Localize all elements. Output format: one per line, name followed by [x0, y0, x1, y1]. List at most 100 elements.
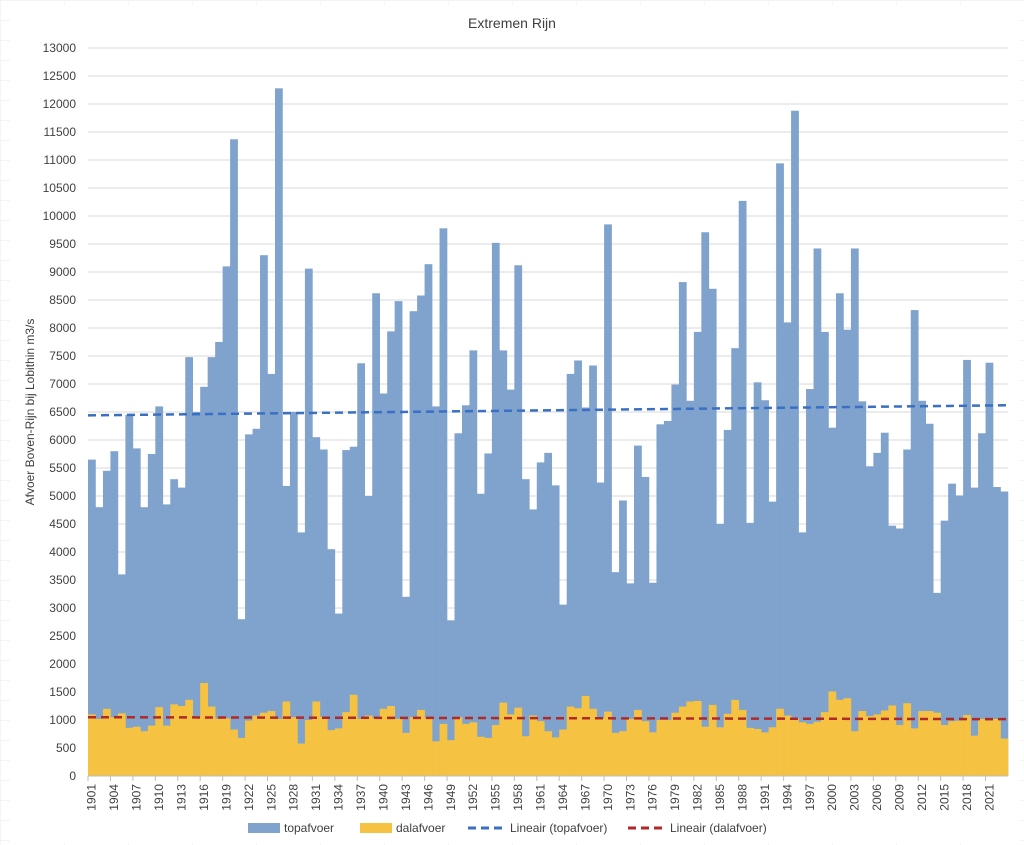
bar-topafvoer [880, 432, 889, 776]
x-tick-label: 1901 [85, 784, 99, 811]
bar-topafvoer [514, 265, 523, 776]
bar-topafvoer [342, 450, 351, 776]
bar-topafvoer [641, 476, 650, 776]
bar-dalafvoer [342, 712, 351, 776]
bar-topafvoer [798, 532, 807, 776]
y-tick-label: 10500 [43, 181, 77, 195]
bar-topafvoer [117, 574, 126, 776]
bar-topafvoer [215, 342, 223, 776]
bar-dalafvoer [589, 708, 597, 776]
x-tick-label: 1925 [264, 784, 278, 811]
bar-topafvoer [499, 350, 508, 776]
bar-dalafvoer [731, 699, 740, 776]
bar-topafvoer [708, 288, 717, 776]
bar-topafvoer [529, 509, 538, 776]
bar-dalafvoer [686, 701, 695, 776]
y-tick-label: 6000 [49, 433, 76, 447]
x-tick-label: 1955 [489, 784, 503, 811]
x-tick-label: 1907 [130, 784, 144, 811]
bar-dalafvoer [865, 716, 874, 776]
y-tick-label: 6500 [49, 405, 76, 419]
bar-dalafvoer [282, 701, 291, 776]
bar-topafvoer [678, 282, 687, 776]
bar-topafvoer [222, 266, 231, 776]
bar-dalafvoer [536, 721, 545, 776]
bar-topafvoer [873, 452, 882, 776]
y-tick-label: 11000 [44, 153, 77, 167]
bar-topafvoer [260, 255, 268, 776]
bar-dalafvoer [701, 726, 710, 776]
x-tick-label: 2012 [915, 784, 929, 811]
x-tick-label: 1988 [735, 784, 749, 811]
bar-topafvoer [634, 445, 642, 776]
bar-dalafvoer [708, 704, 717, 776]
bar-topafvoer [746, 522, 754, 776]
x-tick-label: 1976 [646, 784, 660, 811]
bar-topafvoer [334, 613, 343, 776]
bar-topafvoer [963, 359, 971, 776]
bar-dalafvoer [125, 727, 134, 776]
x-tick-label: 2009 [893, 784, 907, 811]
x-tick-label: 1913 [174, 784, 188, 811]
y-tick-label: 11500 [44, 125, 77, 139]
bar-topafvoer [484, 453, 493, 776]
bar-topafvoer [185, 357, 194, 776]
bar-topafvoer [364, 496, 373, 776]
bar-topafvoer [125, 414, 134, 776]
bar-topafvoer [424, 264, 433, 776]
x-tick-label: 1940 [376, 784, 390, 811]
bar-topafvoer [102, 470, 111, 776]
bar-dalafvoer [978, 718, 986, 776]
y-tick-label: 9500 [49, 237, 76, 251]
legend-swatch [360, 823, 392, 833]
bar-dalafvoer [813, 721, 822, 776]
bar-dalafvoer [260, 712, 268, 776]
bar-topafvoer [304, 268, 313, 776]
bar-dalafvoer [237, 737, 246, 776]
bar-topafvoer [895, 528, 904, 776]
bar-dalafvoer [716, 727, 725, 776]
bar-dalafvoer [963, 714, 971, 776]
bar-dalafvoer [185, 699, 194, 776]
bar-dalafvoer [102, 708, 111, 776]
x-tick-label: 2015 [937, 784, 951, 811]
bar-dalafvoer [1000, 738, 1009, 776]
x-tick-label: 2003 [848, 784, 862, 811]
bar-dalafvoer [955, 720, 964, 776]
x-tick-label: 1979 [668, 784, 682, 811]
bar-topafvoer [753, 382, 762, 776]
bar-topafvoer [604, 224, 612, 776]
trendline-dalafvoer [87, 715, 1009, 721]
legend-label: Lineair (topafvoer) [510, 821, 607, 835]
bar-topafvoer [521, 479, 530, 776]
y-tick-label: 3500 [49, 573, 76, 587]
x-tick-label: 1961 [534, 784, 548, 811]
bar-dalafvoer [289, 717, 298, 776]
bar-topafvoer [110, 451, 119, 776]
y-axis-label: Afvoer Boven-Rijn bij Lobithin m3/s [23, 319, 37, 506]
bar-topafvoer [200, 386, 208, 776]
bar-topafvoer [581, 407, 590, 776]
bar-topafvoer [245, 434, 253, 776]
bar-topafvoer [312, 437, 321, 776]
y-tick-label: 3000 [49, 601, 76, 615]
bar-topafvoer [417, 295, 425, 776]
x-tick-label: 1952 [466, 784, 480, 811]
bar-dalafvoer [304, 720, 313, 776]
bar-dalafvoer [843, 698, 852, 776]
bar-topafvoer [454, 433, 463, 776]
bar-topafvoer [402, 596, 410, 776]
y-tick-label: 500 [56, 741, 76, 755]
bar-topafvoer [132, 448, 141, 776]
bar-topafvoer [267, 373, 276, 776]
bar-dalafvoer [828, 691, 837, 776]
x-tick-label: 1970 [601, 784, 615, 811]
bar-dalafvoer [753, 728, 762, 776]
bar-dalafvoer [619, 731, 627, 776]
bar-topafvoer [663, 420, 672, 776]
bar-topafvoer [731, 348, 740, 776]
bar-dalafvoer [910, 728, 919, 776]
x-tick-label: 1928 [287, 784, 301, 811]
bar-dalafvoer [192, 717, 201, 776]
